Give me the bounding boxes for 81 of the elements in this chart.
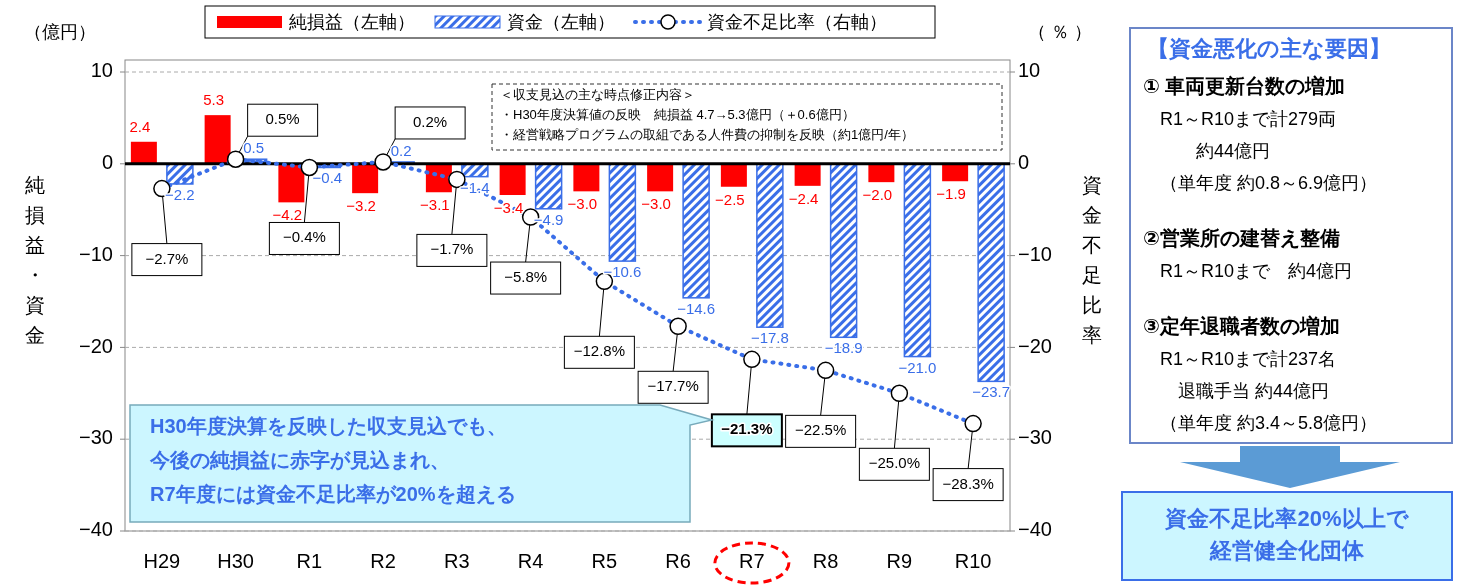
data-label: −2.4: [788, 189, 819, 207]
x-tick-label: R10: [954, 550, 992, 573]
y-tick-label: −40: [79, 518, 113, 541]
y2-tick-label: −40: [1018, 518, 1052, 541]
data-label: −3.2: [346, 197, 376, 215]
legend-label: 資金（左軸）: [507, 11, 615, 32]
data-label: −1.9: [936, 185, 966, 203]
text: R1～R10まで 約4億円: [1160, 260, 1353, 281]
data-label: −12.8%: [573, 342, 626, 360]
y2-axis-title: 資金不足比率: [1082, 174, 1102, 347]
annotation: H30年度決算を反映した収支見込でも、今後の純損益に赤字が見込まれ、R7年度には資金不足比率が20%を超える: [149, 415, 516, 506]
data-label: −2.2: [165, 185, 195, 203]
data-label: −0.4: [312, 169, 343, 187]
x-tick-label: R4: [517, 550, 544, 573]
x-tick-label: H29: [143, 550, 181, 573]
data-label: −2.5: [715, 190, 745, 208]
data-label: −3.1: [420, 196, 450, 214]
y2-tick-label: −10: [1018, 242, 1052, 265]
text: 退職手当 約44億円: [1160, 380, 1330, 401]
data-label: −3.0: [641, 195, 671, 213]
data-label: −2.7%: [145, 249, 189, 267]
text: ① 車両更新台数の増加: [1143, 75, 1346, 98]
x-tick-label: R9: [886, 550, 913, 573]
y-tick-label: −30: [79, 426, 113, 449]
text: （ ％ ）: [1027, 21, 1093, 42]
y-tick-label: 10: [90, 59, 113, 82]
x-tick-label: R5: [591, 550, 618, 573]
text: 資金不足比率20%以上で: [1164, 505, 1409, 531]
data-label: −21.3%: [721, 420, 773, 438]
text: ②営業所の建替え整備: [1143, 227, 1340, 250]
annotation: ＜収支見込の主な時点修正内容＞: [500, 87, 695, 103]
y2-tick-label: 10: [1018, 59, 1041, 82]
y2-tick-label: −30: [1018, 426, 1052, 449]
data-label: 0.2: [390, 141, 412, 159]
annotation: ・経営戦略プログラムの取組である人件費の抑制を反映（約1億円/年）: [500, 127, 914, 143]
data-label: −23.7: [972, 383, 1011, 401]
text: （億円）: [24, 21, 96, 42]
data-label: −22.5%: [794, 421, 847, 439]
y-axis-title: 純損益・資金: [25, 174, 45, 347]
data-label: −25.0%: [868, 454, 921, 472]
data-label: −17.7%: [647, 377, 699, 395]
data-label: 2.4: [129, 117, 151, 135]
data-label: −14.6: [677, 299, 716, 317]
data-label: −18.9: [824, 339, 863, 357]
x-tick-label: H30: [217, 550, 254, 573]
data-label: 0.5%: [265, 110, 300, 128]
data-label: −5.8%: [504, 268, 548, 286]
y-tick-label: −10: [79, 242, 113, 265]
y2-tick-label: −20: [1018, 334, 1052, 357]
text: R1～R10まで計279両: [1160, 108, 1337, 129]
data-label: −0.4%: [282, 228, 326, 246]
text: （単年度 約3.4～5.8億円）: [1160, 412, 1378, 433]
data-label: −4.2: [272, 206, 303, 224]
data-label: −2.0: [862, 186, 893, 204]
text: （単年度 約0.8～6.9億円）: [1160, 172, 1378, 193]
text: 経営健全化団体: [1209, 537, 1365, 563]
x-tick-label: R2: [370, 550, 396, 573]
legend-label: 資金不足比率（右軸）: [707, 11, 887, 32]
y-tick-label: 0: [101, 151, 113, 174]
y-tick-label: −20: [79, 334, 113, 357]
x-tick-label: R3: [444, 550, 470, 573]
text: ③定年退職者数の増加: [1143, 315, 1340, 338]
text: 約44億円: [1160, 140, 1271, 161]
data-label: 0.5: [243, 139, 265, 157]
text: 【資金悪化の主な要因】: [1147, 35, 1391, 61]
data-label: −1.7%: [430, 240, 474, 258]
data-label: −17.8: [750, 329, 789, 347]
x-tick-label: R8: [812, 550, 839, 573]
data-label: −3.0: [567, 195, 598, 213]
text: R1～R10まで計237名: [1160, 348, 1337, 369]
annotation: ・H30年度決算値の反映 純損益 4.7→5.3億円（＋0.6億円）: [500, 107, 855, 123]
data-label: 5.3: [203, 91, 225, 109]
x-tick-label: R1: [296, 550, 323, 573]
legend-label: 純損益（左軸）: [289, 11, 415, 32]
y2-tick-label: 0: [1018, 151, 1030, 174]
data-label: −28.3%: [942, 474, 994, 492]
data-label: −10.6: [603, 263, 642, 281]
x-tick-label: R7: [739, 550, 765, 573]
data-label: −21.0: [898, 358, 937, 376]
x-tick-label: R6: [665, 550, 691, 573]
data-label: 0.2%: [413, 112, 448, 130]
